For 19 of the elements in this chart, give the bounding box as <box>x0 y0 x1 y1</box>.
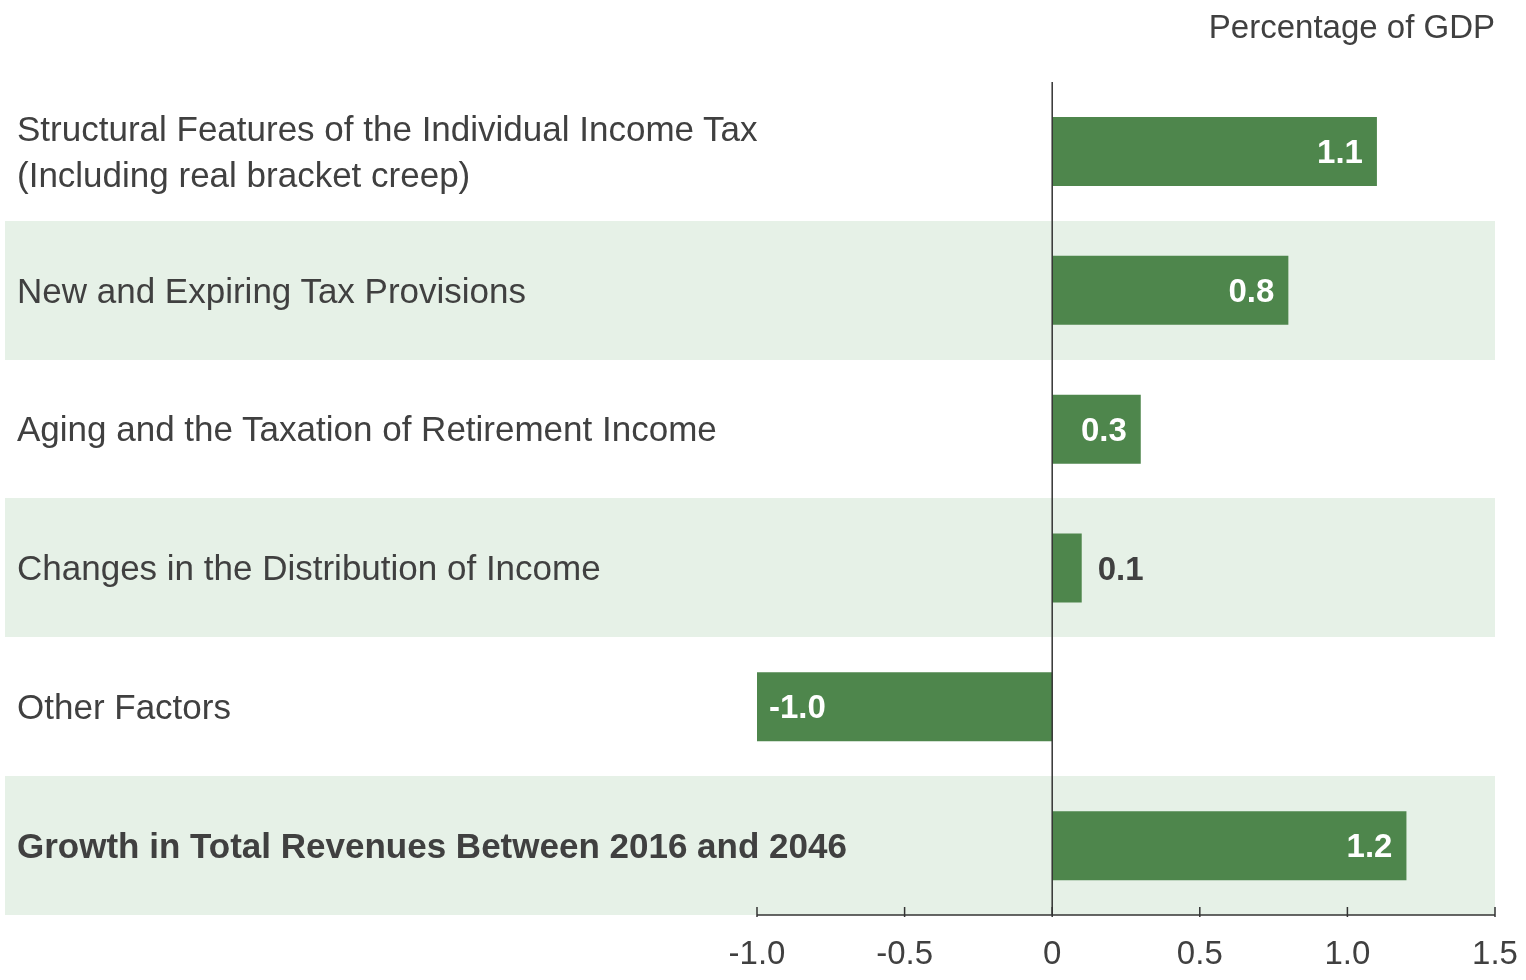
y-tick-label: Aging and the Taxation of Retirement Income <box>17 409 717 449</box>
y-tick-label: Changes in the Distribution of Income <box>17 548 601 588</box>
data-label: 0.1 <box>1097 549 1144 587</box>
y-tick-label: Structural Features of the Individual Income Tax (Including real bracket creep) <box>17 108 759 194</box>
x-tick-label: -0.5 <box>876 934 934 971</box>
x-axis-title: Percentage of GDP <box>1208 8 1495 46</box>
x-tick-label: 0 <box>1043 934 1062 971</box>
y-tick-label: Other Factors <box>17 687 231 726</box>
data-label: 1.1 <box>1317 133 1363 171</box>
y-tick-label: Growth in Total Revenues Between 2016 and 2046 <box>17 825 847 865</box>
x-tick-label: 1.0 <box>1324 934 1371 971</box>
data-label: 1.2 <box>1346 827 1393 865</box>
x-tick-label: -1.0 <box>728 934 786 971</box>
data-label: 0.8 <box>1228 271 1275 309</box>
data-label: -1.0 <box>769 688 826 726</box>
x-tick-label: 1.5 <box>1472 934 1518 971</box>
data-label: 0.3 <box>1080 410 1127 448</box>
y-tick-label: New and Expiring Tax Provisions <box>17 270 527 310</box>
x-tick-label: 0.5 <box>1176 934 1223 971</box>
